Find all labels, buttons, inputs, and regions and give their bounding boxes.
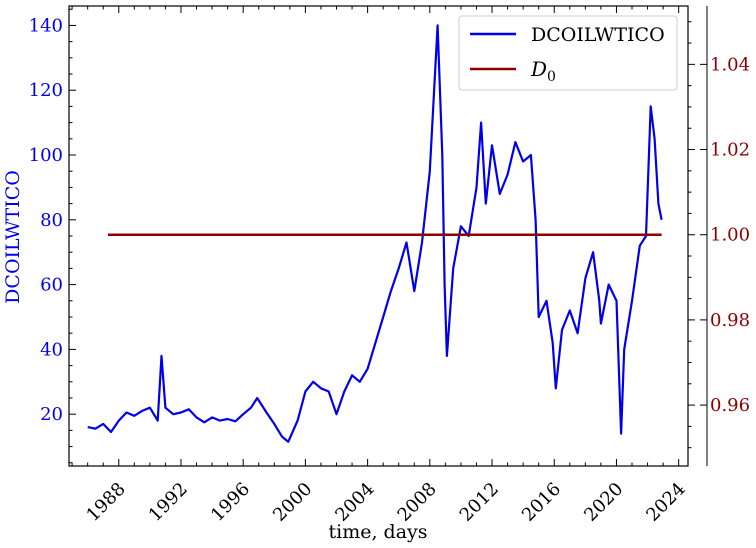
series-line-dcoilwtico: [87, 24, 663, 443]
y-left-tick-label: 140: [29, 15, 63, 36]
y-right-tick-label: 1.02: [710, 140, 750, 161]
y-left-tick-label: 100: [29, 145, 63, 166]
y-axis-left-label: DCOILWTICO: [2, 170, 24, 304]
plot-frame: [68, 5, 689, 467]
y-left-tick-label: 20: [40, 404, 63, 425]
y-left-tick-label: 80: [40, 210, 63, 231]
y-left-tick-label: 120: [29, 80, 63, 101]
legend-label-dcoilwtico: DCOILWTICO: [531, 24, 665, 46]
y-right-tick-label: 1.04: [710, 54, 750, 75]
plot-area: [87, 24, 663, 443]
legend-label-d0: D0: [530, 57, 556, 85]
y-right-tick-label: 0.98: [710, 310, 750, 331]
x-axis-label: time, days: [328, 521, 427, 543]
y-left-tick-label: 40: [40, 339, 63, 360]
y-left-tick-label: 60: [40, 275, 63, 296]
y-axis-right: 0.96 0.98 1.00 1.02 1.04: [688, 6, 750, 466]
y-right-tick-label: 1.00: [710, 225, 750, 246]
y-right-tick-label: 0.96: [710, 395, 750, 416]
legend: DCOILWTICO D0: [458, 15, 678, 91]
